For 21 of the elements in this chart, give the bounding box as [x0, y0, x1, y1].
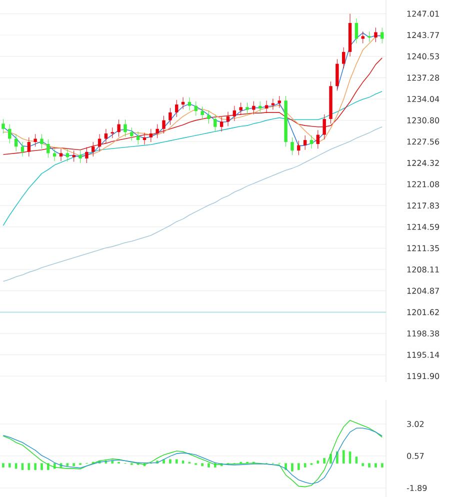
y-tick-label: 1224.32 — [407, 160, 439, 166]
y-tick-label: 1195.14 — [407, 352, 440, 358]
y-tick-label: 1204.87 — [407, 288, 439, 294]
y-tick-label: 1208.11 — [407, 266, 439, 273]
y-tick-label: 1214.59 — [407, 224, 440, 230]
y-tick-label: 1198.38 — [407, 330, 440, 336]
y-tick-label: 3.02 — [407, 420, 424, 428]
y-tick-label: 1221.08 — [407, 181, 440, 188]
y-tick-label: 1230.80 — [407, 117, 440, 124]
y-tick-label: 1243.77 — [407, 32, 439, 38]
y-tick-label: 1234.04 — [407, 96, 440, 102]
y-tick-label: 1217.83 — [407, 202, 439, 209]
y-tick-label: 1191.90 — [407, 373, 440, 380]
y-tick-label: 1211.35 — [407, 245, 439, 252]
y-tick-label: 1227.56 — [407, 138, 440, 145]
y-tick-label: 1237.28 — [407, 74, 440, 81]
y-tick-label: 1201.62 — [407, 309, 439, 316]
y-tick-label: 0.57 — [407, 452, 424, 459]
y-tick-label: 1247.01 — [407, 10, 439, 17]
y-tick-label: 1240.53 — [407, 53, 439, 60]
y-tick-label: -1.89 — [406, 484, 427, 492]
